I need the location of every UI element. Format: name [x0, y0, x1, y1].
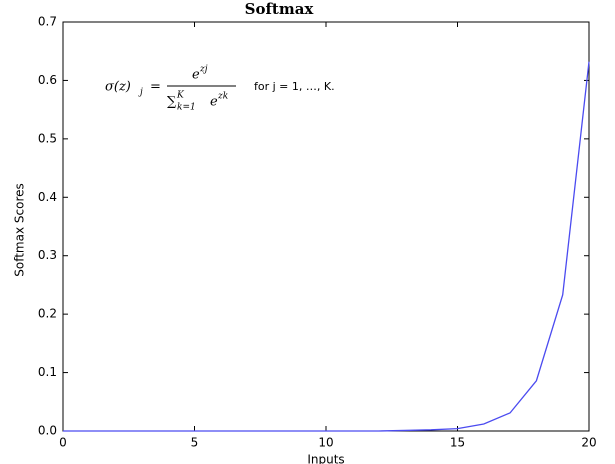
line-series [63, 61, 590, 432]
y-tick-label: 0.3 [38, 248, 57, 262]
formula-sum-lower: k=1 [177, 103, 196, 113]
y-tick-label: 0.2 [38, 307, 57, 321]
formula-lhs: σ(z) [105, 80, 131, 95]
x-axis-label: Inputs [307, 453, 344, 464]
y-tick-label: 0.6 [38, 73, 57, 87]
x-tick-label: 5 [191, 436, 199, 450]
formula-numerator: e [192, 68, 200, 83]
chart-title: Softmax [245, 0, 315, 18]
x-tick-label: 0 [59, 436, 67, 450]
y-tick-label: 0.7 [38, 15, 57, 29]
formula-condition: for j = 1, …, K. [254, 80, 335, 93]
formula-numerator-sup: zj [199, 65, 208, 75]
formula-sum-upper: K [176, 91, 185, 101]
x-tick-label: 10 [318, 436, 333, 450]
formula: σ(z) j = e zj ∑ K k=1 e zk for j = 1, …,… [105, 65, 335, 113]
formula-lhs-sub: j [138, 88, 143, 98]
y-tick-label: 0.1 [38, 365, 57, 379]
y-tick-label: 0.5 [38, 131, 57, 145]
formula-denominator: e [210, 95, 218, 110]
y-tick-label: 0.4 [38, 190, 57, 204]
formula-sum: ∑ [167, 95, 177, 110]
x-tick-label: 15 [450, 436, 465, 450]
formula-eq: = [150, 80, 161, 95]
x-tick-label: 20 [581, 436, 596, 450]
y-axis-label: Softmax Scores [13, 183, 27, 277]
formula-denominator-sup: zk [217, 92, 228, 102]
y-tick-label: 0.0 [38, 424, 57, 438]
